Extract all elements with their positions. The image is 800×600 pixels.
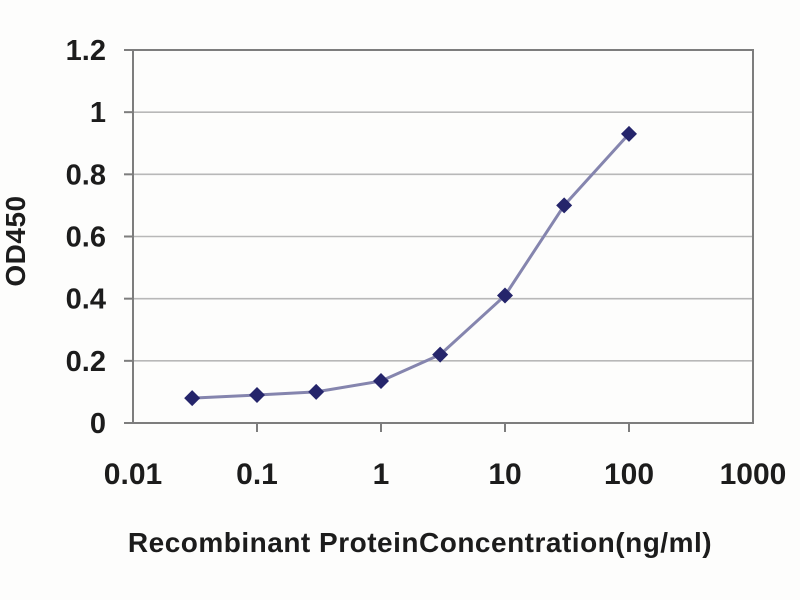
x-tick-label: 1 [373, 458, 390, 491]
data-point-marker [621, 125, 637, 142]
y-tick-label: 1 [90, 97, 106, 129]
x-axis-title: Recombinant ProteinConcentration(ng/ml) [127, 527, 713, 558]
x-tick-label: 0.1 [236, 458, 278, 491]
data-point-marker [308, 383, 325, 400]
y-tick-label: 0 [90, 408, 106, 440]
data-point-marker [497, 287, 513, 304]
x-tick-label: 100 [604, 458, 654, 491]
x-tick-label: 1000 [720, 458, 787, 491]
y-tick-label: 0.4 [66, 284, 106, 316]
data-point-marker [556, 197, 573, 214]
y-tick-label: 0.8 [66, 159, 106, 191]
data-point-marker [249, 387, 265, 404]
y-tick-label: 0.6 [66, 222, 106, 254]
series-line [192, 132, 631, 400]
y-tick-label: 1.2 [66, 35, 106, 67]
x-tick-label: 0.01 [104, 458, 162, 491]
x-tick-label: 10 [488, 458, 521, 491]
y-tick-label: 0.2 [66, 346, 106, 378]
y-axis-title: OD450 [0, 195, 31, 287]
data-point-marker [373, 373, 389, 390]
data-point-marker [184, 390, 201, 407]
data-point-marker [432, 346, 449, 363]
